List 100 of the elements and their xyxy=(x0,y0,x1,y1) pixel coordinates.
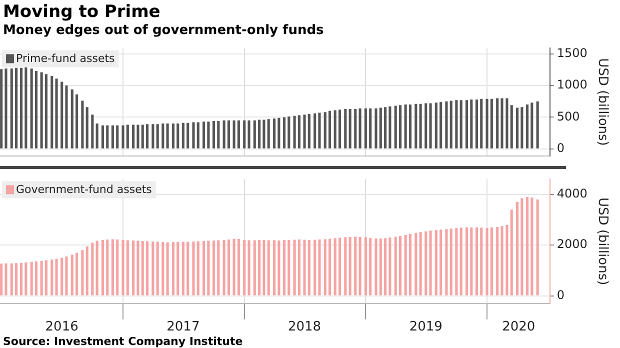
bar xyxy=(126,124,129,148)
bar xyxy=(506,98,508,148)
bar xyxy=(338,110,342,148)
bar xyxy=(530,102,534,148)
bar xyxy=(202,241,206,296)
bar xyxy=(526,104,529,148)
bar xyxy=(217,120,220,148)
source-note: Source: Investment Company Institute xyxy=(3,335,244,348)
bar xyxy=(318,112,321,148)
bar xyxy=(293,240,296,296)
x-tick-label: 2016 xyxy=(45,320,78,335)
bar xyxy=(303,114,306,148)
bar xyxy=(419,104,422,148)
bar xyxy=(388,238,392,296)
bar xyxy=(232,120,236,148)
bar xyxy=(455,100,458,148)
bar xyxy=(419,232,422,296)
bar xyxy=(334,110,336,148)
bar xyxy=(55,78,58,148)
bar xyxy=(166,124,169,148)
bar xyxy=(526,196,529,296)
bar xyxy=(152,124,154,148)
x-tick-label: 2018 xyxy=(288,320,322,335)
bar xyxy=(70,254,74,296)
bar xyxy=(162,124,164,148)
bar xyxy=(465,227,468,296)
bar xyxy=(258,240,261,296)
bar xyxy=(364,237,367,296)
bar xyxy=(55,258,58,296)
bar xyxy=(192,242,195,296)
bar xyxy=(146,124,149,148)
bar xyxy=(186,242,190,296)
bar xyxy=(445,101,448,148)
bar xyxy=(132,124,135,148)
bar xyxy=(91,114,94,148)
bar xyxy=(530,197,534,296)
bar xyxy=(86,246,88,296)
bar xyxy=(0,69,3,148)
bar xyxy=(440,230,442,296)
bar xyxy=(324,239,326,296)
bar xyxy=(91,242,94,296)
bar xyxy=(40,260,43,296)
bar xyxy=(152,242,154,296)
bar xyxy=(106,125,109,148)
bar xyxy=(480,98,483,148)
bar xyxy=(10,263,13,296)
bar xyxy=(328,110,332,148)
bar xyxy=(86,107,88,148)
bar xyxy=(516,108,519,148)
bar xyxy=(314,240,316,296)
bar xyxy=(379,238,382,296)
bar xyxy=(394,106,397,148)
bar xyxy=(334,238,336,296)
bar xyxy=(20,262,23,296)
legend-label: Government-fund assets xyxy=(16,183,152,196)
bar xyxy=(76,94,78,148)
bar xyxy=(445,229,448,296)
bar xyxy=(272,240,276,296)
bar xyxy=(288,116,290,148)
bar xyxy=(111,125,114,148)
bar xyxy=(282,117,286,148)
x-tick-label: 2019 xyxy=(409,320,442,335)
bar xyxy=(176,124,180,148)
bar xyxy=(470,99,473,148)
bar xyxy=(76,252,78,296)
bar xyxy=(358,236,362,296)
bar xyxy=(141,124,144,148)
legend-label: Prime-fund assets xyxy=(16,52,116,66)
bar xyxy=(243,120,246,148)
bar xyxy=(202,122,206,148)
bar xyxy=(369,108,372,148)
bar xyxy=(338,238,342,296)
bar xyxy=(253,120,256,148)
bar xyxy=(348,236,352,296)
bar xyxy=(222,240,226,296)
y-tick-label: 0 xyxy=(556,288,564,302)
bar xyxy=(207,122,210,148)
bar xyxy=(460,228,462,296)
bar xyxy=(394,236,397,296)
bar xyxy=(500,98,504,148)
bar xyxy=(408,104,412,148)
y-tick-label: 1500 xyxy=(556,46,588,60)
bar xyxy=(101,125,104,148)
bar xyxy=(424,231,428,296)
bar xyxy=(460,100,462,148)
y-axis-title: USD (billions) xyxy=(594,58,610,146)
bar xyxy=(81,100,84,148)
bar xyxy=(34,70,38,148)
bar xyxy=(122,240,124,296)
bar xyxy=(96,124,98,148)
bar xyxy=(146,241,149,296)
bar xyxy=(388,106,392,148)
bar xyxy=(379,108,382,148)
bar xyxy=(40,72,43,148)
bar xyxy=(398,105,402,148)
bar xyxy=(314,113,316,148)
bar xyxy=(60,258,64,296)
bar xyxy=(348,108,352,148)
bar xyxy=(293,116,296,148)
bar xyxy=(303,240,306,296)
